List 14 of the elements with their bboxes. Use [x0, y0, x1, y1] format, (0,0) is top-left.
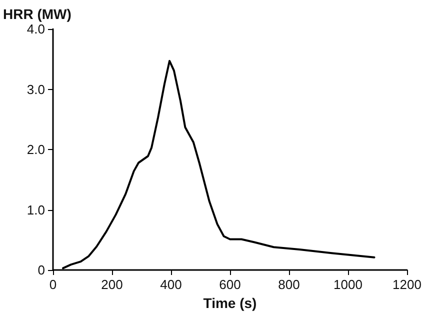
x-tick-label: 400	[160, 277, 182, 292]
y-tick-label: 2.0	[26, 142, 45, 157]
x-tick-label: 1000	[334, 277, 362, 292]
x-tick-label: 200	[101, 277, 123, 292]
x-tick-label: 0	[49, 277, 57, 292]
y-tick-label: 0	[38, 262, 45, 278]
y-tick-label: 3.0	[26, 82, 45, 97]
y-tick-label: 1.0	[26, 202, 45, 218]
y-axis-title: HRR (MW)	[3, 6, 72, 22]
x-axis-title: Time (s)	[203, 294, 257, 311]
x-tick-label: 600	[219, 277, 241, 292]
y-tick-label: 4.0	[26, 22, 45, 36]
x-tick-label: 800	[278, 277, 300, 292]
x-tick-label: 1200	[392, 277, 422, 292]
